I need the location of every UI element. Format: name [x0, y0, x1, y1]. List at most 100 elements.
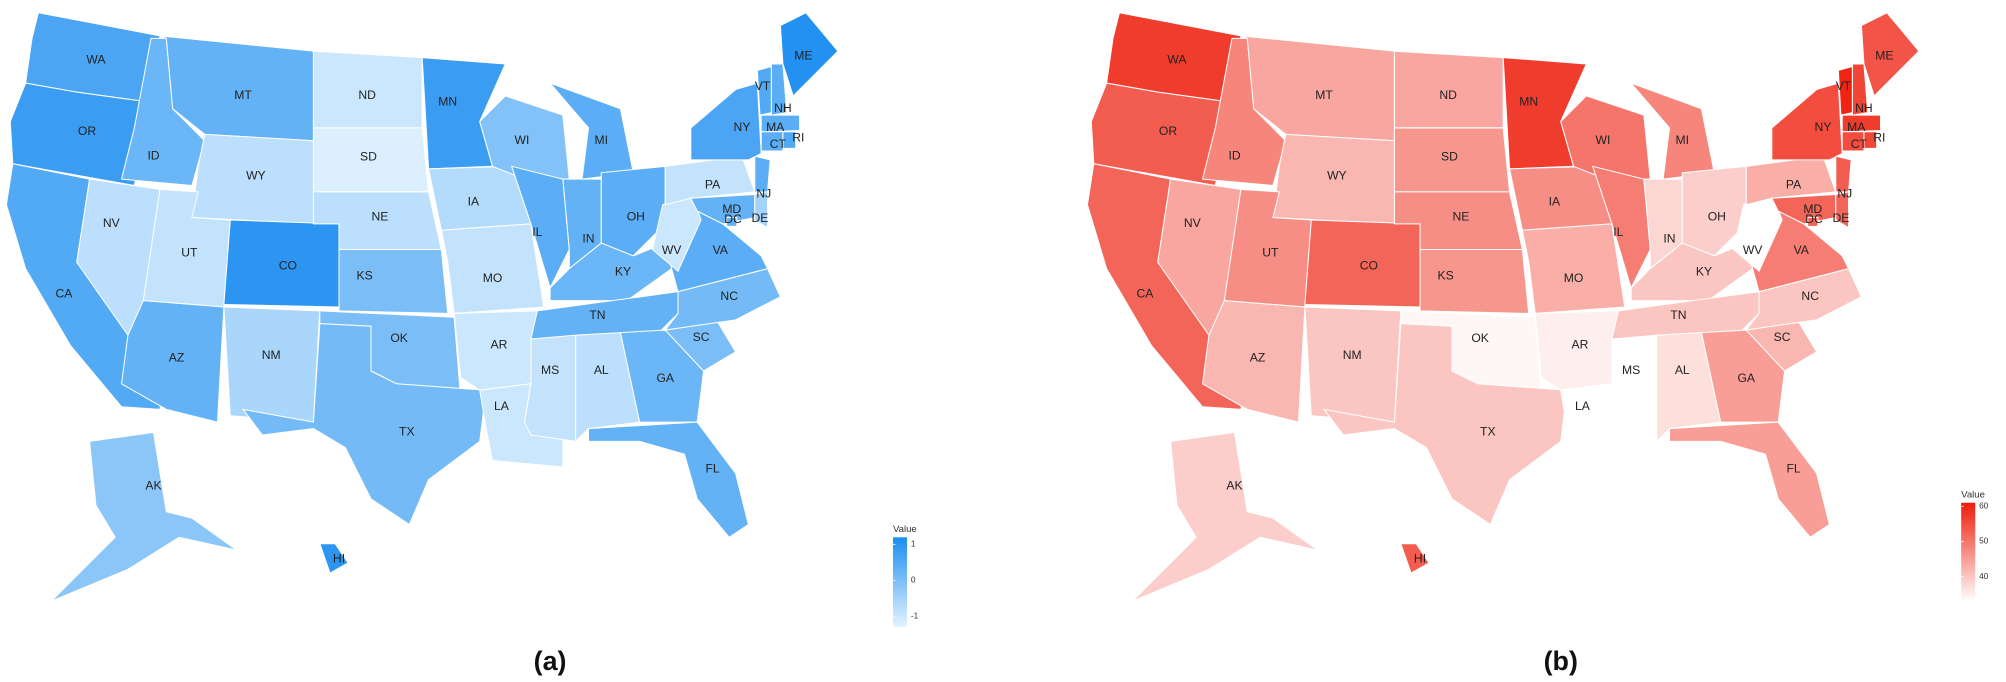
state	[1591, 165, 1651, 290]
state-label: AR	[1571, 338, 1588, 352]
state-label: AZ	[1250, 350, 1266, 364]
state-label: RI	[792, 130, 804, 144]
state	[619, 329, 705, 423]
state-label: IL	[1613, 225, 1623, 239]
state-label: NE	[1453, 210, 1470, 224]
legend-tick-label: 40	[1979, 571, 1989, 581]
state-label: NE	[372, 210, 389, 224]
state	[1807, 216, 1819, 227]
legend-tick-label: 50	[1979, 536, 1989, 546]
state-label: TX	[1480, 425, 1496, 439]
state-label: KS	[1438, 269, 1454, 283]
state-label: MD	[722, 202, 741, 216]
state-label: WY	[1327, 169, 1347, 183]
state	[1860, 12, 1920, 97]
state	[1771, 193, 1837, 225]
state-label: SD	[1441, 150, 1458, 164]
state	[770, 63, 788, 116]
state-label: GA	[656, 371, 674, 385]
legend-tick-label: 1	[911, 539, 916, 549]
state-label: ID	[1228, 148, 1240, 162]
state-label: OH	[1708, 210, 1726, 224]
state-label: PA	[705, 178, 721, 192]
state-label: DC	[724, 212, 742, 226]
state	[319, 543, 349, 574]
state-label: MA	[1847, 120, 1866, 134]
color-bar	[892, 537, 908, 627]
map-panel: WA OR CA ID NV MT WY UT CO AZ NM ND SD NE KS OK TX MN IA MO…	[5, 12, 839, 602]
state-label: NM	[262, 348, 281, 362]
state-label: SC	[1774, 330, 1791, 344]
state	[440, 223, 545, 314]
state-label: CT	[770, 137, 787, 151]
state-label: CO	[1360, 258, 1378, 272]
state-label: TX	[399, 425, 415, 439]
state	[1604, 334, 1658, 442]
state	[754, 191, 769, 229]
state	[779, 12, 839, 97]
legend-tick-label: 60	[1979, 500, 1989, 510]
state-label: MD	[1803, 202, 1822, 216]
state	[760, 114, 801, 133]
state	[1131, 431, 1318, 602]
state-label: WI	[515, 133, 530, 147]
state-label: MS	[541, 363, 559, 377]
state-label: OK	[390, 331, 408, 345]
state-label: ND	[1439, 88, 1457, 102]
state-label: ND	[358, 88, 376, 102]
state-label: NH	[774, 101, 792, 115]
state	[1835, 155, 1852, 193]
state-label: MO	[1564, 271, 1584, 285]
state-label: SC	[693, 330, 710, 344]
state-label: NC	[720, 289, 738, 303]
state	[600, 165, 666, 257]
map-panel: WA OR CA ID NV MT WY UT CO AZ NM ND SD NE KS OK TX MN IA MO…	[1086, 12, 1920, 602]
state-label: IL	[532, 225, 542, 239]
state-label: WY	[246, 169, 266, 183]
state-label: WA	[1167, 52, 1187, 66]
state	[782, 131, 797, 149]
state-label: NV	[1184, 216, 1202, 230]
state	[1668, 421, 1830, 538]
state-label: MS	[1622, 363, 1640, 377]
state-label: NY	[1815, 120, 1832, 134]
state-label: MI	[1676, 133, 1690, 147]
state-label: AL	[1675, 363, 1690, 377]
state	[50, 431, 237, 602]
state-label: NH	[1855, 101, 1873, 115]
state-label: SD	[360, 150, 377, 164]
state-label: AR	[490, 338, 507, 352]
legend-title: Value	[1961, 490, 1985, 501]
state	[241, 323, 487, 526]
state-label: DE	[1832, 211, 1849, 225]
state-label: WV	[1743, 243, 1763, 257]
state	[587, 421, 749, 538]
state	[1841, 131, 1865, 152]
state-label: CA	[1137, 286, 1155, 300]
figure-body: WA OR CA ID NV MT WY UT CO AZ NM ND SD NE KS OK TX MN IA MO…	[5, 12, 1989, 676]
state-label: MT	[234, 88, 252, 102]
state-label: ME	[1875, 48, 1893, 62]
state	[760, 131, 784, 152]
color-bar	[1961, 502, 1976, 602]
state	[510, 165, 570, 290]
state-label: LA	[494, 399, 510, 413]
state	[1656, 332, 1722, 443]
state-label: NC	[1801, 289, 1819, 303]
state	[1863, 131, 1878, 149]
state-label: CA	[56, 286, 74, 300]
state-label: FL	[705, 462, 719, 476]
state	[1521, 223, 1626, 314]
state-label: OH	[627, 210, 645, 224]
state-label: VA	[713, 243, 729, 257]
state-label: IN	[1663, 231, 1675, 245]
state-label: MO	[483, 271, 503, 285]
state-label: MN	[1519, 95, 1538, 109]
state-label: IA	[1549, 194, 1561, 208]
state	[1400, 543, 1430, 574]
state	[1322, 323, 1568, 526]
state-label: AZ	[169, 350, 185, 364]
panel-caption: (a)	[534, 646, 567, 676]
legend-title: Value	[893, 524, 917, 535]
